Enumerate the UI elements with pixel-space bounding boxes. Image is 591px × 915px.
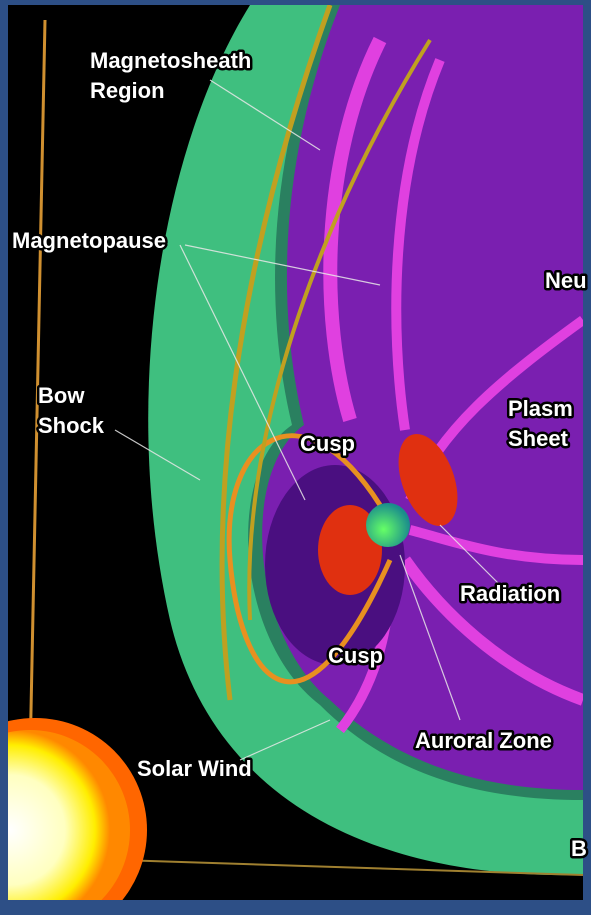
field-line [400,556,583,706]
label: Bow [38,383,85,408]
label: Magnetopause [12,228,166,253]
label: Cusp [328,643,383,668]
labels: Magnetosheath Region Magnetopause Bow Shock C… [10,46,590,864]
cusp-loop [226,433,393,685]
sun-ray [119,859,583,876]
label: Neu [545,268,587,293]
image [8,5,583,900]
field-line [247,38,432,621]
label: Magnetosheath [90,48,251,73]
field-line [323,36,387,423]
label: Auroral Zone [415,728,552,753]
label: Sheet [508,426,569,451]
field-line [391,58,445,431]
label: Radiation [460,581,560,606]
field-line [408,525,583,565]
sun [8,730,130,900]
label: Shock [38,413,105,438]
label: B [571,836,587,861]
sun-ray [28,19,47,761]
radiation-belt [398,434,458,526]
label: Solar Wind [137,756,252,781]
label: Region [90,78,165,103]
label: Plasm [508,396,573,421]
earth [366,503,410,547]
field-line [219,5,333,701]
radiation-belt [318,505,382,595]
label: Cusp [300,431,355,456]
